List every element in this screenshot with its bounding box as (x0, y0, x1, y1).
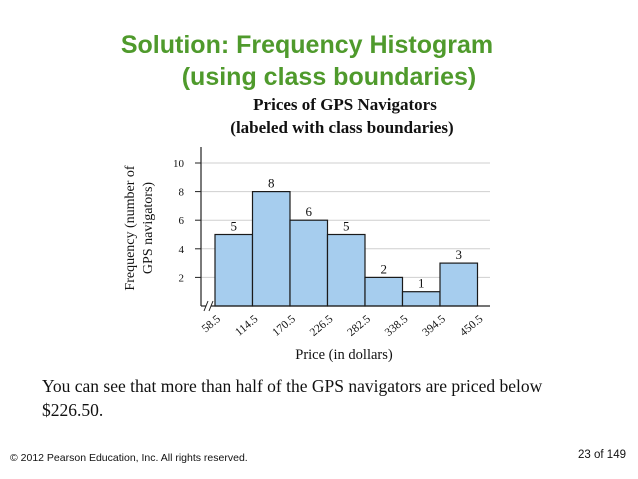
bar-value-label: 5 (343, 219, 350, 234)
bar-value-label: 1 (418, 276, 425, 291)
page-number: 23 of 149 (578, 449, 626, 461)
histogram-bar (251, 191, 291, 307)
x-axis-label: Price (in dollars) (295, 347, 393, 363)
chart-subtitle: (labeled with class boundaries) (230, 118, 453, 137)
slide-title: Solution: Frequency Histogram (120, 31, 494, 59)
histogram-bar (214, 233, 254, 307)
y-tick-label: 4 (179, 244, 185, 256)
bar-value-label: 3 (456, 247, 463, 262)
histogram-bar (401, 291, 441, 307)
axes (195, 147, 490, 312)
bar-value-label: 2 (381, 261, 388, 276)
copyright-text: © 2012 Pearson Education, Inc. All right… (10, 452, 248, 464)
x-tick-label: 338.5 (383, 313, 411, 339)
x-tick-label: 226.5 (308, 313, 336, 339)
y-axis-label-line1: Frequency (number of (123, 165, 138, 291)
bar-value-label: 5 (231, 219, 238, 234)
bar-value-label: 6 (306, 204, 313, 219)
y-tick-label: 6 (179, 215, 185, 227)
y-tick-label: 8 (179, 187, 185, 199)
bar-value-label: 8 (268, 176, 275, 191)
x-tick-label: 170.5 (270, 313, 298, 339)
bars (214, 191, 479, 307)
histogram-bar (326, 233, 366, 307)
histogram-bar (364, 276, 404, 307)
chart-title: Prices of GPS Navigators (253, 95, 437, 114)
y-tick-label: 2 (179, 272, 185, 284)
slide-subtitle: (using class boundaries) (181, 63, 477, 91)
x-tick-label: 114.5 (233, 313, 260, 339)
x-tick-label: 394.5 (420, 313, 448, 339)
x-tick-label: 450.5 (458, 313, 486, 339)
y-axis-label-line2: GPS navigators) (141, 182, 156, 275)
histogram-bar (439, 262, 479, 307)
y-tick-label: 10 (173, 158, 185, 170)
x-tick-label: 58.5 (200, 313, 223, 335)
histogram-bar (289, 219, 329, 307)
x-tick-label: 282.5 (345, 313, 373, 339)
caption-text: You can see that more than half of the G… (42, 376, 543, 420)
